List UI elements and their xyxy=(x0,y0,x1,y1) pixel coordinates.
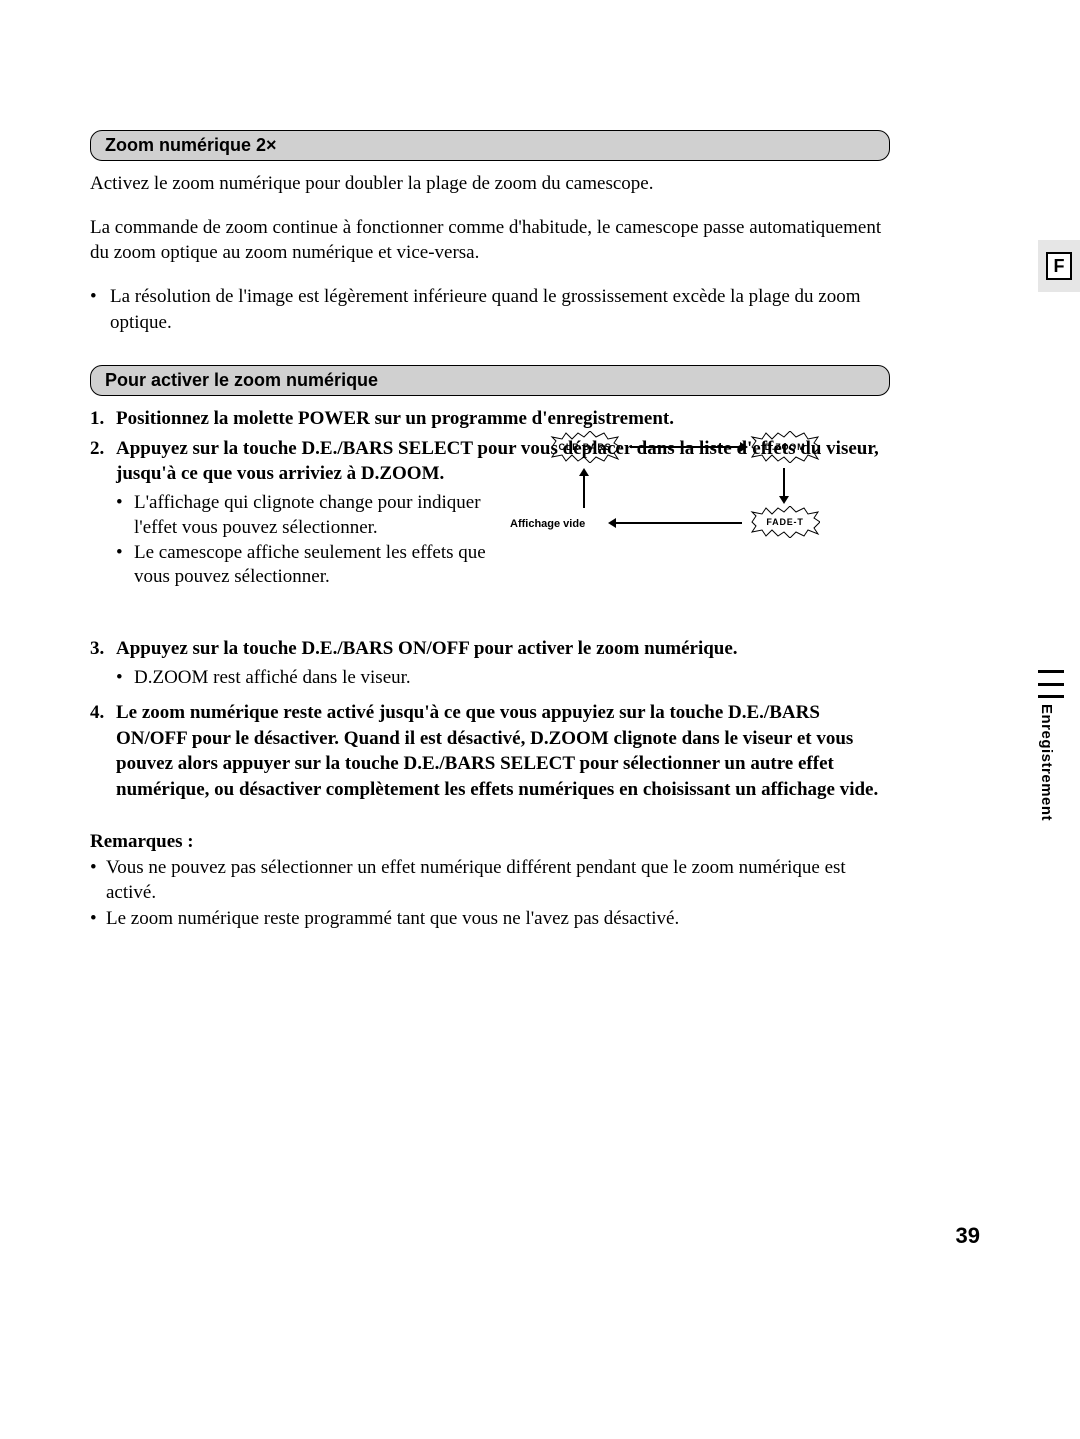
node-clr-bars: CLR BARS xyxy=(550,431,620,463)
bullet-dot: • xyxy=(90,906,106,932)
node-label: FADE-T xyxy=(750,506,820,538)
section-header-activate: Pour activer le zoom numérique xyxy=(90,365,890,396)
section-header-zoom: Zoom numérique 2× xyxy=(90,130,890,161)
step-text: Le zoom numérique reste activé jusqu'à c… xyxy=(116,700,890,803)
edge-left xyxy=(616,522,742,524)
note-item: • Vous ne pouvez pas sélectionner un eff… xyxy=(90,855,890,906)
intro-paragraph-1: Activez le zoom numérique pour doubler l… xyxy=(90,171,890,197)
node-d-zoom: D.ZOOM xyxy=(750,431,820,463)
sub-item: • D.ZOOM rest affiché dans le viseur. xyxy=(116,666,890,691)
step-4: 4. Le zoom numérique reste activé jusqu'… xyxy=(90,700,890,803)
note-text: Vous ne pouvez pas sélectionner un effet… xyxy=(106,855,890,906)
step-3: 3. Appuyez sur la touche D.E./BARS ON/OF… xyxy=(90,636,890,696)
page-number: 39 xyxy=(956,1223,980,1249)
step-number: 3. xyxy=(90,636,116,696)
sub-text: D.ZOOM rest affiché dans le viseur. xyxy=(134,666,411,691)
note-item: • Le zoom numérique reste programmé tant… xyxy=(90,906,890,932)
node-label: D.ZOOM xyxy=(750,431,820,463)
bullet-dot: • xyxy=(116,491,134,540)
bullet-dot: • xyxy=(116,541,134,590)
intro-paragraph-2: La commande de zoom continue à fonctionn… xyxy=(90,215,890,266)
node-fade-t: FADE-T xyxy=(750,506,820,538)
arrow-head-down xyxy=(779,496,789,504)
notes-heading: Remarques : xyxy=(90,831,890,853)
arrow-head-up xyxy=(579,468,589,476)
step-number: 1. xyxy=(90,406,116,432)
sub-text: L'affichage qui clignote change pour ind… xyxy=(134,491,521,540)
bullet-dot: • xyxy=(116,666,134,691)
arrow-head-right xyxy=(740,442,748,452)
notes-list: • Vous ne pouvez pas sélectionner un eff… xyxy=(90,855,890,932)
node-affichage-vide: Affichage vide xyxy=(510,518,585,530)
sub-item: • Le camescope affiche seulement les eff… xyxy=(116,541,521,590)
step-3-sublist: • D.ZOOM rest affiché dans le viseur. xyxy=(116,666,890,691)
language-tab: F xyxy=(1038,240,1080,292)
sub-text: Le camescope affiche seulement les effet… xyxy=(134,541,521,590)
step-number: 2. xyxy=(90,436,116,596)
arrow-head-left xyxy=(608,518,616,528)
effects-cycle-diagram: CLR BARS D.ZOOM FADE-T Affichage vide xyxy=(520,426,850,566)
bullet-dot: • xyxy=(90,855,106,906)
edge-right xyxy=(630,446,740,448)
note-text: Le zoom numérique reste programmé tant q… xyxy=(106,906,679,932)
edge-up xyxy=(583,474,585,508)
step-text: Appuyez sur la touche D.E./BARS ON/OFF p… xyxy=(116,636,890,696)
step-2-sublist: • L'affichage qui clignote change pour i… xyxy=(116,491,521,590)
step-number: 4. xyxy=(90,700,116,803)
edge-down xyxy=(783,468,785,498)
bullet-resolution: • La résolution de l'image est légèremen… xyxy=(90,284,890,335)
bullet-text: La résolution de l'image est légèrement … xyxy=(110,284,890,335)
side-bars-icon xyxy=(1038,670,1064,698)
side-section-label: Enregistrement xyxy=(1038,704,1055,821)
side-section-indicator: Enregistrement xyxy=(1038,670,1064,870)
sub-item: • L'affichage qui clignote change pour i… xyxy=(116,491,521,540)
step-3-main: Appuyez sur la touche D.E./BARS ON/OFF p… xyxy=(116,638,738,659)
node-label: CLR BARS xyxy=(550,431,620,463)
bullet-dot: • xyxy=(90,284,110,335)
language-tab-letter: F xyxy=(1046,252,1072,280)
